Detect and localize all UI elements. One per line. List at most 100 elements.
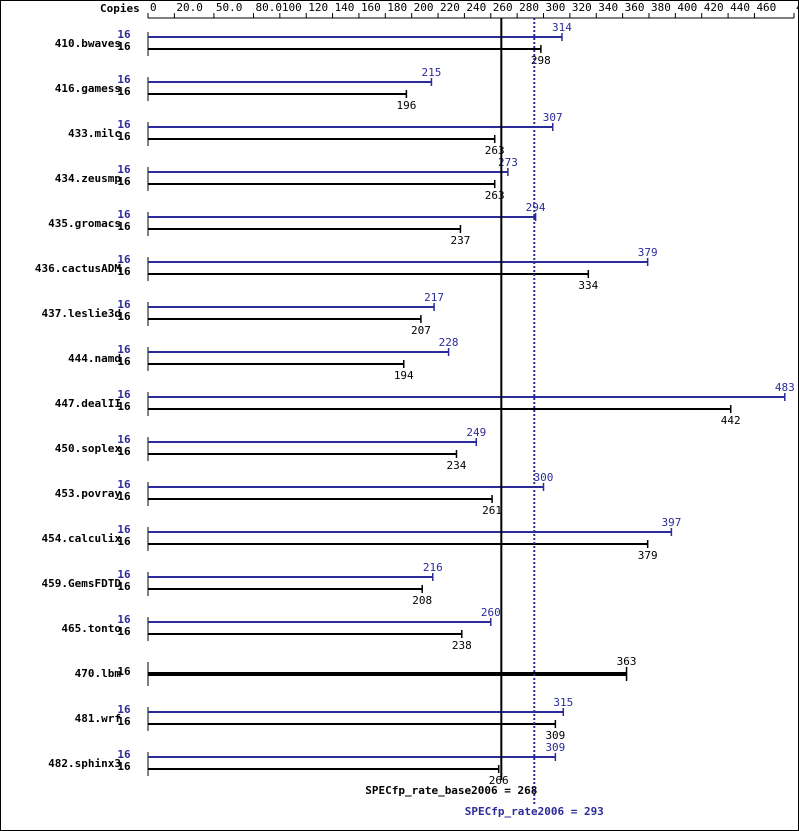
- copies-label: 16: [117, 118, 131, 131]
- copies-label: 16: [117, 253, 131, 266]
- x-tick-label: 50.0: [216, 1, 243, 14]
- copies-label: 16: [117, 625, 131, 638]
- value-label: 263: [485, 144, 505, 157]
- value-label: 309: [545, 729, 565, 742]
- benchmark-label: 454.calculix: [42, 532, 122, 545]
- copies-label: 16: [117, 613, 131, 626]
- x-tick-label: 240: [466, 1, 486, 14]
- copies-label: 16: [117, 355, 131, 368]
- copies-label: 16: [117, 298, 131, 311]
- reference-label: SPECfp_rate2006 = 293: [465, 805, 604, 818]
- x-tick-label: 80.0: [255, 1, 282, 14]
- value-label: 208: [412, 594, 432, 607]
- x-tick-label: 360: [625, 1, 645, 14]
- copies-label: 16: [117, 73, 131, 86]
- benchmark-label: 434.zeusmp: [55, 172, 122, 185]
- x-tick-label: 340: [598, 1, 618, 14]
- value-label: 249: [466, 426, 486, 439]
- value-label: 315: [553, 696, 573, 709]
- copies-label: 16: [117, 445, 131, 458]
- copies-label: 16: [117, 130, 131, 143]
- reference-label: SPECfp_rate_base2006 = 268: [365, 784, 537, 797]
- copies-label: 16: [117, 28, 131, 41]
- x-tick-label: 460: [756, 1, 776, 14]
- copies-label: 16: [117, 580, 131, 593]
- benchmark-label: 481.wrf: [75, 712, 121, 725]
- x-tick-label: 20.0: [176, 1, 203, 14]
- copies-label: 16: [117, 665, 131, 678]
- copies-label: 16: [117, 343, 131, 356]
- value-label: 334: [578, 279, 598, 292]
- copies-label: 16: [117, 220, 131, 233]
- copies-label: 16: [117, 433, 131, 446]
- copies-label: 16: [117, 748, 131, 761]
- copies-label: 16: [117, 535, 131, 548]
- x-tick-label: 180: [387, 1, 407, 14]
- value-label: 300: [534, 471, 554, 484]
- x-tick-label: 160: [361, 1, 381, 14]
- copies-header: Copies: [100, 2, 140, 15]
- copies-label: 16: [117, 478, 131, 491]
- benchmark-label: 470.lbm: [75, 667, 122, 680]
- copies-label: 16: [117, 163, 131, 176]
- x-tick-label: 320: [572, 1, 592, 14]
- x-tick-label: 490: [796, 1, 799, 14]
- copies-label: 16: [117, 523, 131, 536]
- value-label: 273: [498, 156, 518, 169]
- value-label: 266: [489, 774, 509, 787]
- benchmark-label: 433.milc: [68, 127, 121, 140]
- value-label: 307: [543, 111, 563, 124]
- copies-label: 16: [117, 85, 131, 98]
- x-tick-label: 300: [546, 1, 566, 14]
- copies-label: 16: [117, 400, 131, 413]
- benchmark-label: 410.bwaves: [55, 37, 121, 50]
- benchmark-label: 453.povray: [55, 487, 122, 500]
- benchmark-label: 435.gromacs: [48, 217, 121, 230]
- value-label: 442: [721, 414, 741, 427]
- value-label: 397: [661, 516, 681, 529]
- value-label: 379: [638, 549, 658, 562]
- benchmark-label: 459.GemsFDTD: [42, 577, 122, 590]
- value-label: 314: [552, 21, 572, 34]
- copies-label: 16: [117, 40, 131, 53]
- x-tick-label: 420: [704, 1, 724, 14]
- benchmark-label: 465.tonto: [61, 622, 121, 635]
- copies-label: 16: [117, 703, 131, 716]
- benchmark-label: 444.namd: [68, 352, 121, 365]
- value-label: 379: [638, 246, 658, 259]
- value-label: 194: [394, 369, 414, 382]
- value-label: 309: [545, 741, 565, 754]
- value-label: 483: [775, 381, 795, 394]
- benchmark-label: 416.gamess: [55, 82, 121, 95]
- x-tick-label: 200: [414, 1, 434, 14]
- x-tick-label: 280: [519, 1, 539, 14]
- copies-label: 16: [117, 265, 131, 278]
- value-label: 260: [481, 606, 501, 619]
- x-tick-label: 440: [730, 1, 750, 14]
- x-tick-label: 100: [282, 1, 302, 14]
- x-tick-label: 400: [677, 1, 697, 14]
- benchmark-label: 450.soplex: [55, 442, 122, 455]
- value-label: 363: [617, 655, 637, 668]
- value-label: 215: [422, 66, 442, 79]
- value-label: 216: [423, 561, 443, 574]
- copies-label: 16: [117, 208, 131, 221]
- value-label: 294: [526, 201, 546, 214]
- x-tick-label: 120: [308, 1, 328, 14]
- value-label: 261: [482, 504, 502, 517]
- benchmark-label: 482.sphinx3: [48, 757, 121, 770]
- value-label: 217: [424, 291, 444, 304]
- benchmark-label: 447.dealII: [55, 397, 121, 410]
- copies-label: 16: [117, 760, 131, 773]
- value-label: 234: [447, 459, 467, 472]
- value-label: 298: [531, 54, 551, 67]
- value-label: 207: [411, 324, 431, 337]
- benchmark-label: 436.cactusADM: [35, 262, 121, 275]
- value-label: 263: [485, 189, 505, 202]
- benchmark-label: 437.leslie3d: [42, 307, 121, 320]
- value-label: 196: [396, 99, 416, 112]
- copies-label: 16: [117, 310, 131, 323]
- x-tick-label: 220: [440, 1, 460, 14]
